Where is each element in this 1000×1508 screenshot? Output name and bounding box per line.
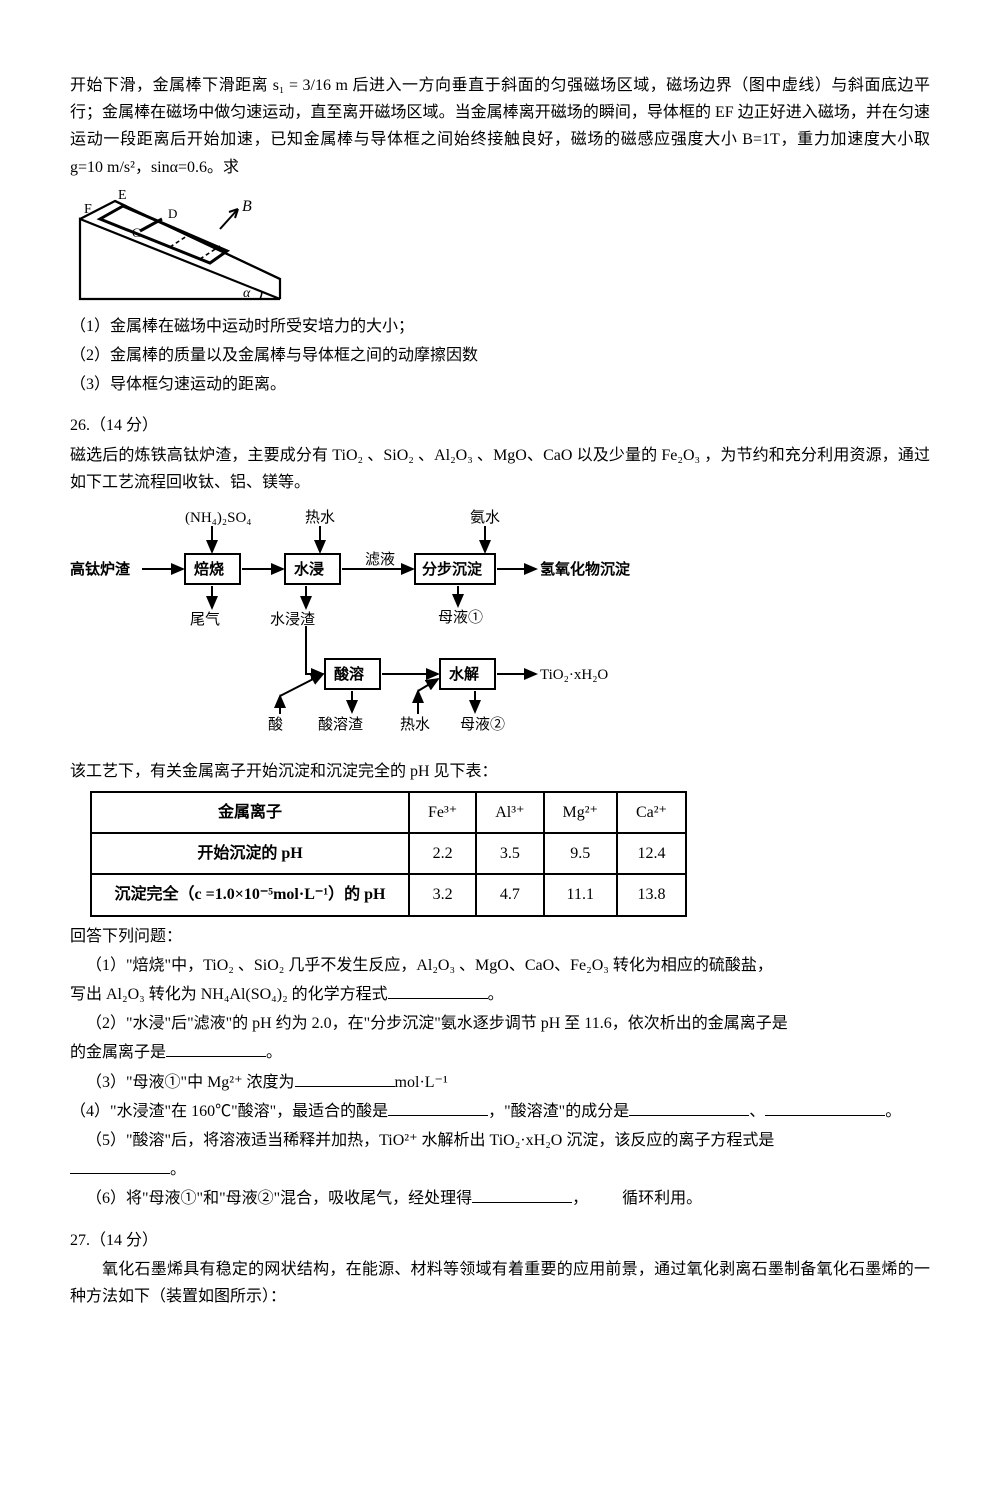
th-fe: Fe³⁺ [409,792,476,833]
blank-a5[interactable] [70,1157,170,1174]
th-mg: Mg²⁺ [544,792,617,833]
label-C: C [132,225,141,240]
blank-a4a[interactable] [388,1099,488,1116]
q26-answers-head: 回答下列问题： [70,923,930,950]
blank-a3[interactable] [295,1070,395,1087]
q26-a2: （2）"水浸"后"滤液"的 pH 约为 2.0，在"分步沉淀"氨水逐步调节 pH… [70,1010,930,1037]
q26-head: 26.（14 分） [70,412,930,439]
svg-text:母液①: 母液① [438,609,483,626]
blank-a4b[interactable] [629,1099,749,1116]
q26-a1: （1）"焙烧"中，TiO₂ 、SiO₂ 几乎不发生反应，Al₂O₃ 、MgO、C… [70,952,930,979]
svg-text:(NH₄)₂SO₄: (NH₄)₂SO₄ [185,510,252,526]
blank-a2[interactable] [166,1040,266,1057]
figure-incline: F E C D B α [70,189,930,309]
ph-table: 金属离子 Fe³⁺ Al³⁺ Mg²⁺ Ca²⁺ 开始沉淀的 pH 2.2 3.… [90,791,687,917]
svg-text:TiO₂·xH₂O: TiO₂·xH₂O [540,667,608,683]
label-D: D [168,206,177,221]
svg-text:酸: 酸 [268,716,283,733]
q26-a4: （4）"水浸渣"在 160℃"酸溶"，最适合的酸是，"酸溶渣"的成分是、。 [70,1098,930,1125]
q-intro-3: （3）导体框匀速运动的距离。 [70,371,930,398]
th-ca: Ca²⁺ [617,792,686,833]
q26-p2: 该工艺下，有关金属离子开始沉淀和沉淀完全的 pH 见下表： [70,758,930,785]
blank-a4c[interactable] [765,1099,885,1116]
svg-text:水浸渣: 水浸渣 [270,611,315,628]
q26-a2b: 的金属离子是。 [70,1039,930,1066]
blank-a1[interactable] [388,982,488,999]
svg-text:母液②: 母液② [460,716,505,733]
svg-text:酸溶渣: 酸溶渣 [318,716,363,733]
svg-text:水浸: 水浸 [294,560,324,578]
figure-flowchart: (NH₄)₂SO₄ 热水 氨水 高钛炉渣 焙烧 水浸 滤液 分步沉淀 氢氧化物沉… [70,504,930,754]
svg-text:滤液: 滤液 [365,551,395,568]
label-F: F [84,202,92,217]
q26-a6: （6）将"母液①"和"母液②"混合，吸收尾气，经处理得， 循环利用。 [70,1185,930,1212]
svg-text:焙烧: 焙烧 [194,560,224,578]
svg-text:高钛炉渣: 高钛炉渣 [70,560,131,578]
th-ion: 金属离子 [91,792,409,833]
svg-text:酸溶: 酸溶 [334,665,364,683]
q27-p1: 氧化石墨烯具有稳定的网状结构，在能源、材料等领域有着重要的应用前景，通过氧化剥离… [70,1256,930,1310]
label-E: E [118,189,127,203]
q26-a1b: 写出 Al₂O₃ 转化为 NH₄Al(SO₄)₂ 的化学方程式。 [70,981,930,1008]
blank-a6[interactable] [472,1186,572,1203]
q-intro-1: （1）金属棒在磁场中运动时所受安培力的大小； [70,313,930,340]
svg-text:水解: 水解 [449,665,479,683]
th-al: Al³⁺ [476,792,543,833]
q-intro-2: （2）金属棒的质量以及金属棒与导体框之间的动摩擦因数 [70,342,930,369]
q26-a5b: 。 [70,1156,930,1183]
q26-a3: （3）"母液①"中 Mg²⁺ 浓度为mol·L⁻¹ [70,1069,930,1096]
q26-a5: （5）"酸溶"后，将溶液适当稀释并加热，TiO²⁺ 水解析出 TiO₂·xH₂O… [70,1127,930,1154]
q27-head: 27.（14 分） [70,1227,930,1254]
label-B: B [242,198,252,215]
label-alpha: α [243,286,251,301]
svg-text:尾气: 尾气 [190,611,220,628]
table-row: 开始沉淀的 pH 2.2 3.5 9.5 12.4 [91,833,686,874]
intro-paragraph: 开始下滑，金属棒下滑距离 s₁ = 3/16 m 后进入一方向垂直于斜面的匀强磁… [70,72,930,181]
svg-text:热水: 热水 [305,509,335,526]
svg-text:氨水: 氨水 [470,509,500,526]
svg-text:氢氧化物沉淀: 氢氧化物沉淀 [540,560,631,578]
svg-text:热水: 热水 [400,716,430,733]
q26-p1: 磁选后的炼铁高钛炉渣，主要成分有 TiO₂ 、SiO₂ 、Al₂O₃ 、MgO、… [70,442,930,496]
table-row: 沉淀完全（c =1.0×10⁻⁵mol·L⁻¹）的 pH 3.2 4.7 11.… [91,874,686,915]
svg-text:分步沉淀: 分步沉淀 [422,560,483,578]
